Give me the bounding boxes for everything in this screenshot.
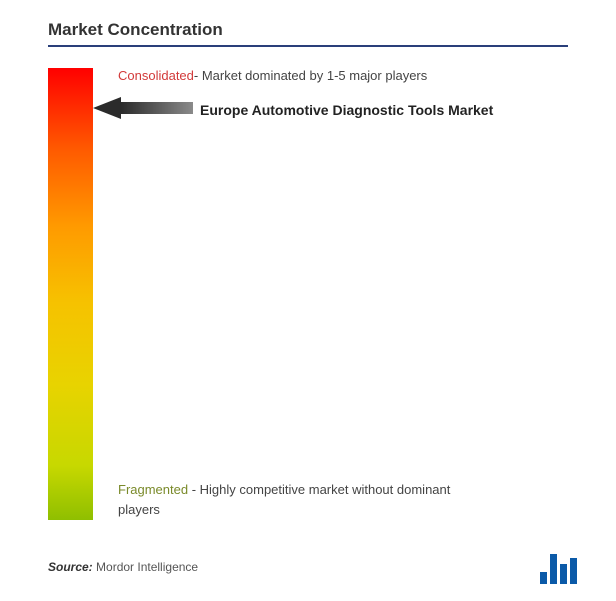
fragmented-keyword: Fragmented (118, 482, 188, 497)
fragmented-label: Fragmented - Highly competitive market w… (118, 480, 478, 519)
logo-svg (540, 548, 590, 584)
page-title: Market Concentration (48, 20, 223, 40)
mordor-logo-icon (540, 548, 590, 584)
arrow-head-icon (93, 97, 121, 119)
market-name: Europe Automotive Diagnostic Tools Marke… (200, 102, 493, 118)
source-value: Mordor Intelligence (96, 560, 198, 574)
source-label: Source: (48, 560, 93, 574)
consolidated-desc: - Market dominated by 1-5 major players (194, 68, 427, 83)
consolidated-keyword: Consolidated (118, 68, 194, 83)
infographic-frame: Market Concentration Consolidated- Marke… (0, 0, 616, 601)
arrow-shaft (121, 102, 193, 114)
consolidated-label: Consolidated- Market dominated by 1-5 ma… (118, 68, 427, 83)
title-underline (48, 45, 568, 47)
source-line: Source: Mordor Intelligence (48, 560, 198, 574)
concentration-gradient-bar (48, 68, 93, 520)
